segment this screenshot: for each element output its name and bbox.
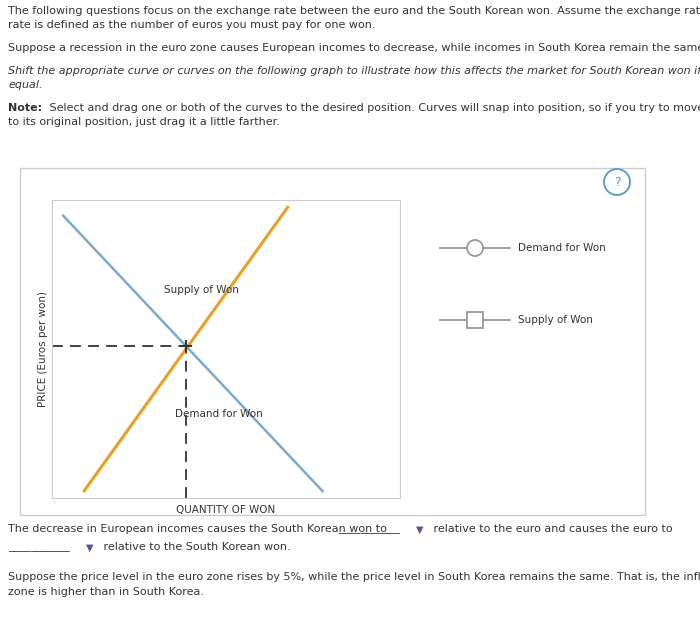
Text: The decrease in European incomes causes the South Korean won to: The decrease in European incomes causes … <box>8 524 391 534</box>
Text: Shift the appropriate curve or curves on the following graph to illustrate how t: Shift the appropriate curve or curves on… <box>8 66 700 76</box>
Text: Supply of Won: Supply of Won <box>518 315 593 325</box>
Text: The following questions focus on the exchange rate between the euro and the Sout: The following questions focus on the exc… <box>8 6 700 16</box>
Text: relative to the South Korean won.: relative to the South Korean won. <box>100 542 290 552</box>
Text: zone is higher than in South Korea.: zone is higher than in South Korea. <box>8 587 204 597</box>
Text: Select and drag one or both of the curves to the desired position. Curves will s: Select and drag one or both of the curve… <box>46 103 700 113</box>
Text: Suppose the price level in the euro zone rises by 5%, while the price level in S: Suppose the price level in the euro zone… <box>8 572 700 582</box>
Text: Suppose a recession in the euro zone causes European incomes to decrease, while : Suppose a recession in the euro zone cau… <box>8 43 700 53</box>
Text: ?: ? <box>614 176 620 189</box>
X-axis label: QUANTITY OF WON: QUANTITY OF WON <box>176 505 276 515</box>
Text: ___________: ___________ <box>8 542 70 552</box>
Text: relative to the euro and causes the euro to: relative to the euro and causes the euro… <box>430 524 673 534</box>
Text: ▼: ▼ <box>416 525 423 535</box>
Text: to its original position, just drag it a little farther.: to its original position, just drag it a… <box>8 117 280 127</box>
Text: equal.: equal. <box>8 80 43 90</box>
Text: Note:: Note: <box>8 103 42 113</box>
Text: Demand for Won: Demand for Won <box>175 409 263 418</box>
Text: rate is defined as the number of euros you must pay for one won.: rate is defined as the number of euros y… <box>8 20 375 30</box>
Text: ▼: ▼ <box>86 543 94 553</box>
Text: Supply of Won: Supply of Won <box>164 285 239 295</box>
Y-axis label: PRICE (Euros per won): PRICE (Euros per won) <box>38 291 48 407</box>
Text: Demand for Won: Demand for Won <box>518 243 606 253</box>
Text: ___________: ___________ <box>338 524 400 534</box>
